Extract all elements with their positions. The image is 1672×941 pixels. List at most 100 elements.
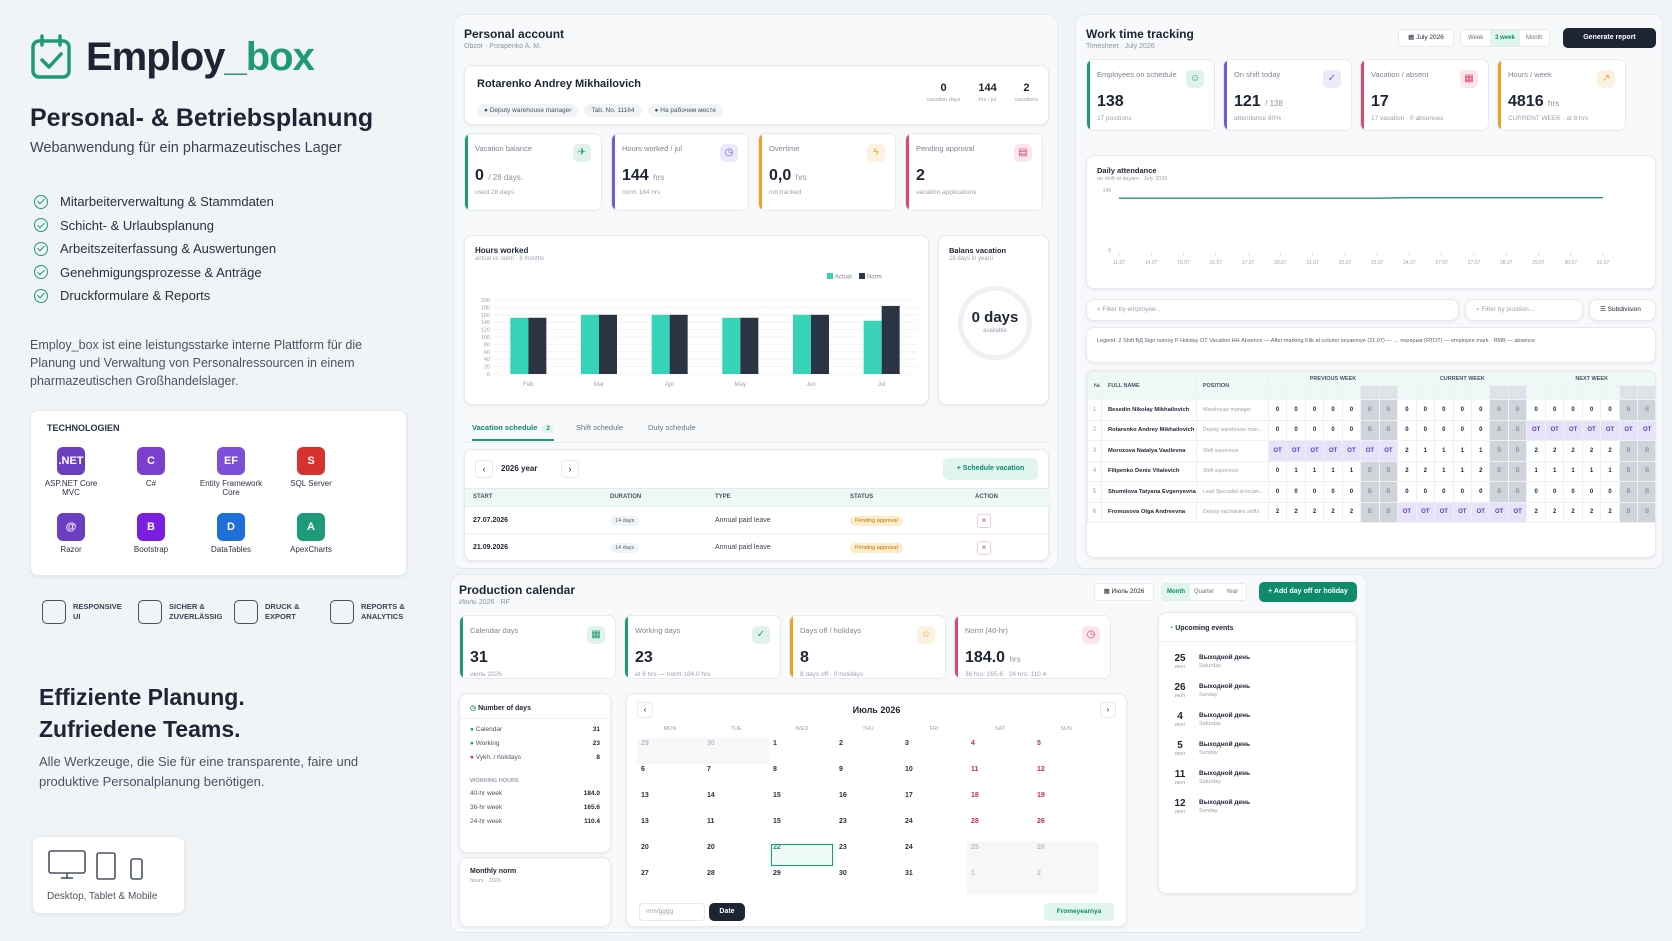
timesheet-cell[interactable]: 0 [1471,481,1491,503]
delete-button[interactable]: × [977,541,991,555]
view-month[interactable]: Month [1525,35,1543,41]
tab-vacation-schedule[interactable]: Vacation schedule 2 [472,423,554,441]
timesheet-cell[interactable]: В [1489,460,1509,482]
timesheet-cell[interactable]: ОТ [1378,440,1399,462]
table-row[interactable]: 4 Filipenko Denis Vitalevich Shift supervi… [1087,460,1655,482]
timesheet-cell[interactable]: 0 [1434,481,1454,503]
table-row[interactable]: 5 Shumilova Tatyana Evgenyevna Lead Specia… [1087,481,1655,503]
calendar-day[interactable]: 1 [773,740,777,747]
timesheet-cell[interactable]: 0 [1415,419,1436,441]
timesheet-cell[interactable]: 2 [1581,440,1602,462]
timesheet-cell[interactable]: 0 [1452,399,1473,421]
timesheet-cell[interactable]: 0 [1304,419,1325,441]
month-next-button[interactable]: › [1100,702,1116,718]
subdivision-button[interactable]: ☰ Subdivision [1589,299,1656,321]
timesheet-cell[interactable]: В [1618,399,1639,421]
timesheet-cell[interactable]: 2 [1600,440,1620,462]
timesheet-cell[interactable]: 0 [1471,399,1491,421]
view-quarter[interactable]: Quarter [1193,589,1215,595]
timesheet-cell[interactable]: 1 [1323,460,1343,482]
timesheet-cell[interactable]: В [1637,460,1655,482]
month-picker[interactable]: ▦ July 2026 [1398,29,1454,47]
event-item[interactable]: 25 июл Выходной день Saturday [1169,653,1250,670]
timesheet-cell[interactable]: 0 [1286,399,1306,421]
timesheet-cell[interactable]: ОТ [1507,501,1528,523]
timesheet-cell[interactable]: 0 [1267,399,1288,421]
timesheet-cell[interactable]: 2 [1323,501,1343,523]
timesheet-cell[interactable]: 0 [1397,399,1417,421]
timesheet-cell[interactable]: 0 [1581,481,1602,503]
calendar-day[interactable]: 15 [773,818,781,825]
calendar-day[interactable]: 19 [1037,792,1045,799]
timesheet-cell[interactable]: В [1360,501,1380,523]
timesheet-cell[interactable]: ОТ [1563,419,1583,441]
timesheet-cell[interactable]: ОТ [1544,419,1565,441]
calendar-day[interactable]: 23 [839,818,847,825]
timesheet-cell[interactable]: 2 [1341,501,1362,523]
timesheet-cell[interactable]: ОТ [1618,419,1639,441]
timesheet-cell[interactable]: 0 [1581,399,1602,421]
timesheet-cell[interactable]: В [1360,419,1380,441]
timesheet-cell[interactable]: 2 [1286,501,1306,523]
timesheet-cell[interactable]: ОТ [1286,440,1306,462]
timesheet-cell[interactable]: В [1360,399,1380,421]
view-year[interactable]: Year [1225,589,1239,595]
timesheet-cell[interactable]: 2 [1526,440,1546,462]
tab-duty-schedule[interactable]: Duty schedule [648,423,696,439]
date-button[interactable]: Date [709,903,745,921]
add-day-off-button[interactable]: + Add day off or holiday [1259,582,1357,602]
timesheet-cell[interactable]: ОТ [1341,440,1362,462]
timesheet-cell[interactable]: ОТ [1471,501,1491,523]
calendar-day[interactable]: 24 [905,818,913,825]
timesheet-cell[interactable]: ОТ [1434,501,1454,523]
calendar-day[interactable]: 16 [839,792,847,799]
filter-position-input[interactable]: ⌕ Filter by position... [1465,299,1583,321]
timesheet-cell[interactable]: В [1378,419,1399,441]
timesheet-cell[interactable]: 0 [1471,419,1491,441]
timesheet-cell[interactable]: 0 [1434,399,1454,421]
timesheet-cell[interactable]: 0 [1600,399,1620,421]
table-row[interactable]: 3 Morozova Natalya Vasilevna Shift supervi… [1087,440,1655,462]
timesheet-cell[interactable]: 0 [1397,419,1417,441]
calendar-day[interactable]: 23 [839,844,847,851]
timesheet-cell[interactable]: ОТ [1581,419,1602,441]
calendar-day[interactable]: 5 [1037,740,1041,747]
view-month[interactable]: Month [1162,584,1190,600]
timesheet-cell[interactable]: 1 [1526,460,1546,482]
timesheet-cell[interactable]: В [1378,481,1399,503]
timesheet-cell[interactable]: ОТ [1489,501,1509,523]
timesheet-cell[interactable]: В [1507,399,1528,421]
timesheet-cell[interactable]: 2 [1581,501,1602,523]
table-row[interactable]: 6 Fromusova Olga Andreevna Deputy nachalni… [1087,501,1655,523]
timesheet-cell[interactable]: В [1489,399,1509,421]
timesheet-cell[interactable]: 1 [1415,440,1436,462]
calendar-day[interactable]: 7 [707,766,711,773]
timesheet-cell[interactable]: 2 [1397,460,1417,482]
timesheet-cell[interactable]: В [1618,481,1639,503]
timesheet-cell[interactable]: В [1507,440,1528,462]
timesheet-cell[interactable]: 1 [1600,460,1620,482]
apply-button[interactable]: Fromeyearnya [1044,903,1114,921]
calendar-day[interactable]: 18 [971,792,979,799]
timesheet-cell[interactable]: В [1378,460,1399,482]
timesheet-cell[interactable]: 0 [1415,481,1436,503]
calendar-day[interactable]: 28 [971,818,979,825]
timesheet-cell[interactable]: 0 [1452,481,1473,503]
timesheet-cell[interactable]: 2 [1544,501,1565,523]
timesheet-cell[interactable]: ОТ [1526,419,1546,441]
calendar-day[interactable]: 1 [967,868,1033,894]
timesheet-cell[interactable]: 0 [1526,399,1546,421]
timesheet-cell[interactable]: 0 [1600,481,1620,503]
timesheet-cell[interactable]: 0 [1563,481,1583,503]
timesheet-cell[interactable]: 0 [1452,419,1473,441]
calendar-day[interactable]: 14 [707,792,715,799]
timesheet-cell[interactable]: 0 [1341,419,1362,441]
timesheet-cell[interactable]: 2 [1415,460,1436,482]
calendar-day[interactable]: 12 [1037,766,1045,773]
timesheet-cell[interactable]: 2 [1600,501,1620,523]
timesheet-cell[interactable]: 2 [1526,501,1546,523]
timesheet-cell[interactable]: 0 [1526,481,1546,503]
timesheet-cell[interactable]: ОТ [1360,440,1380,462]
timesheet-cell[interactable]: ОТ [1397,501,1417,523]
timesheet-cell[interactable]: 1 [1471,440,1491,462]
